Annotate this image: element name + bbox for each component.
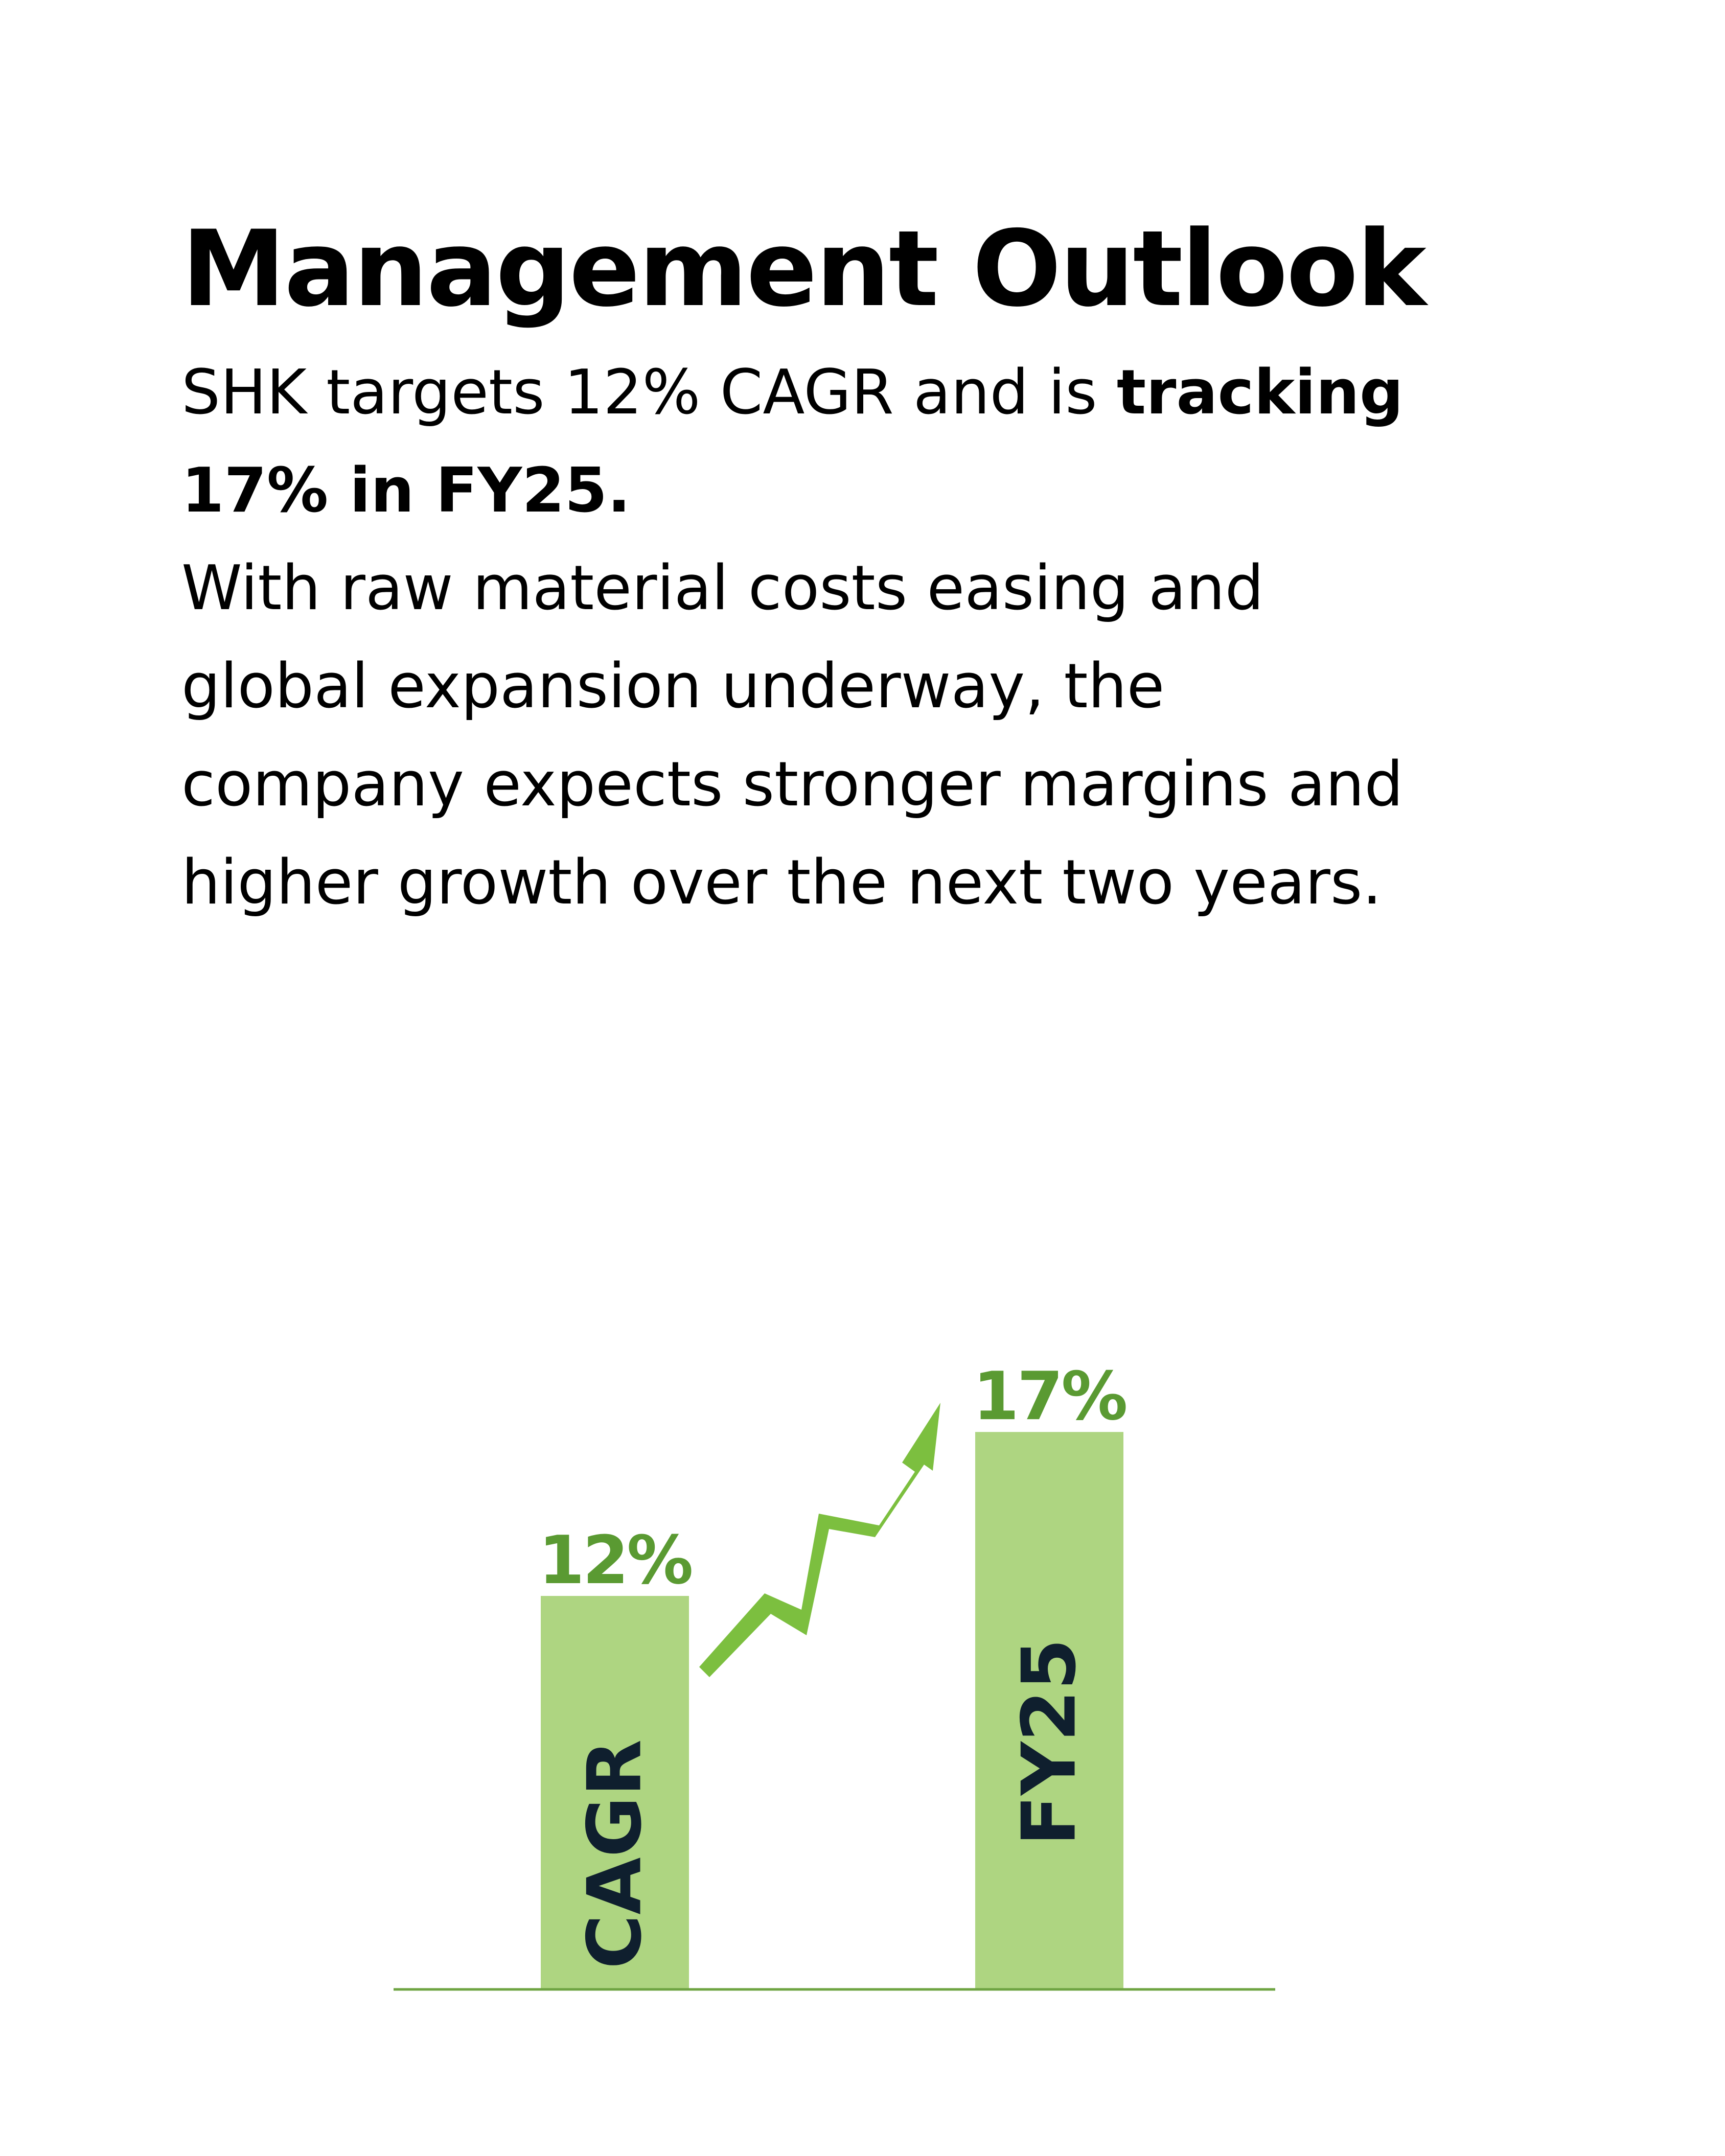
lead-prefix: SHK targets 12% CAGR and is (181, 357, 1117, 428)
growth-bar-chart: 12% 17% CAGR FY25 (394, 1357, 1275, 1991)
value-label-cagr: 12% (538, 1521, 692, 1599)
page-title: Management Outlook (181, 208, 1427, 330)
lead-emphasis: tracking 17% in FY25. (181, 357, 1404, 526)
body-paragraph: With raw material costs easing and globa… (181, 553, 1404, 918)
lead-text: SHK targets 12% CAGR and is tracking 17%… (181, 344, 1459, 540)
bar-fy25 (975, 1432, 1123, 1989)
value-label-fy25: 17% (973, 1357, 1126, 1435)
category-label-cagr: CAGR (572, 1740, 658, 1969)
category-label-fy25: FY25 (1006, 1638, 1093, 1846)
bar-cagr (541, 1596, 689, 1989)
growth-arrow-icon (699, 1403, 940, 1677)
